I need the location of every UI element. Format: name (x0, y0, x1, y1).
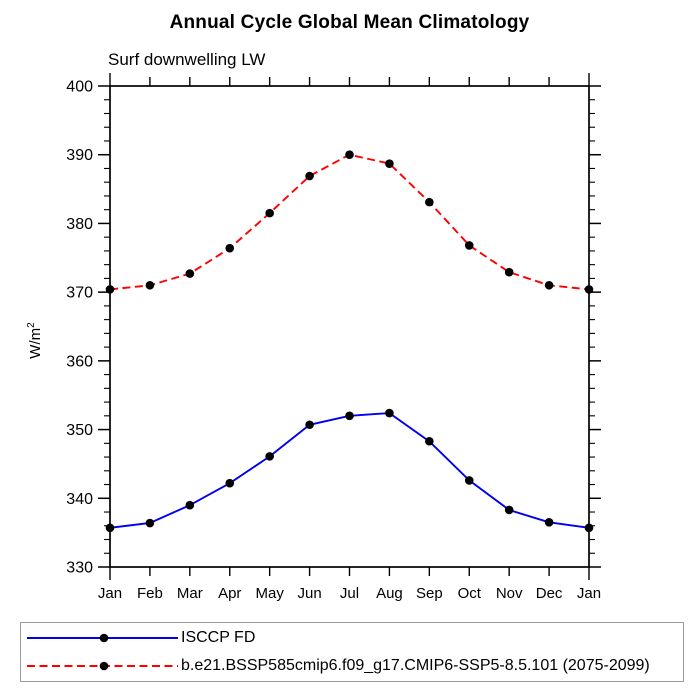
x-tick-label: Aug (376, 585, 403, 602)
data-point-marker (225, 478, 235, 488)
data-point-marker (145, 518, 155, 528)
data-point-marker (544, 518, 554, 527)
data-point-marker (185, 500, 195, 510)
data-point-marker (504, 505, 514, 515)
data-point-marker (345, 150, 354, 160)
data-point-marker (464, 241, 474, 250)
x-tick-label: Mar (177, 585, 203, 602)
x-tick-label: Feb (137, 585, 163, 602)
data-point-marker (145, 280, 155, 290)
series-line-0 (109, 412, 590, 529)
legend-label: ISCCP FD (181, 629, 256, 646)
y-tick-label: 370 (66, 285, 93, 302)
y-tick-label: 340 (66, 491, 93, 508)
x-tick-label: May (255, 585, 284, 602)
x-tick-label: Nov (496, 585, 523, 602)
data-point-marker (185, 269, 195, 278)
y-tick-label: 330 (66, 560, 93, 577)
y-axis-label: W/m2 (26, 322, 44, 359)
x-tick-label: Jun (297, 585, 321, 602)
data-point-marker (265, 208, 274, 218)
legend-line-sample (27, 661, 178, 671)
data-point-marker (504, 267, 514, 277)
legend-line-sample (27, 633, 178, 643)
x-tick-label: Jul (340, 585, 359, 602)
chart-subtitle: Surf downwelling LW (108, 50, 266, 69)
legend-box: ISCCP FD b.e21.BSSP585cmip6.f09_g17.CMIP6… (20, 622, 684, 682)
data-point-marker (425, 436, 434, 446)
chart-title: Annual Cycle Global Mean Climatology (169, 12, 530, 33)
legend-item-0: ISCCP FD (24, 625, 683, 651)
y-tick-label: 360 (66, 353, 93, 370)
data-point-marker (105, 285, 115, 294)
data-point-marker (305, 420, 314, 430)
data-point-marker (225, 243, 235, 253)
x-tick-label: Dec (536, 585, 563, 602)
series-markers-0 (105, 408, 594, 533)
legend-marker-icon (99, 661, 109, 671)
data-point-marker (385, 159, 394, 168)
data-point-marker (584, 285, 594, 294)
legend-label: b.e21.BSSP585cmip6.f09_g17.CMIP6-SSP5-8.… (181, 657, 650, 674)
y-tick-label: 400 (66, 79, 93, 96)
line-chart-canvas: 330 340 350 360 370 380 390 400 Jan Feb Mar Apr May J… (26, 73, 601, 602)
y-tick-label: 390 (66, 147, 93, 164)
data-point-marker (305, 171, 314, 181)
data-point-marker (385, 408, 394, 418)
data-point-marker (464, 476, 474, 485)
series-line-1 (109, 153, 590, 291)
x-axis-ticks (109, 73, 590, 580)
y-tick-label: 380 (66, 216, 93, 233)
legend-marker-icon (99, 633, 109, 643)
x-tick-label: Jan (98, 585, 122, 602)
legend-item-1: b.e21.BSSP585cmip6.f09_g17.CMIP6-SSP5-8.… (24, 653, 683, 679)
data-point-marker (544, 280, 554, 290)
data-point-marker (584, 523, 594, 533)
data-point-marker (425, 197, 434, 207)
x-tick-label: Oct (458, 585, 482, 602)
data-point-marker (265, 452, 274, 461)
x-tick-label: Sep (416, 585, 443, 602)
x-tick-label: Jan (577, 585, 601, 602)
data-point-marker (105, 523, 115, 533)
series-markers-1 (105, 150, 594, 294)
data-point-marker (345, 411, 354, 421)
x-tick-label: Apr (218, 585, 241, 602)
y-tick-label: 350 (66, 422, 93, 439)
